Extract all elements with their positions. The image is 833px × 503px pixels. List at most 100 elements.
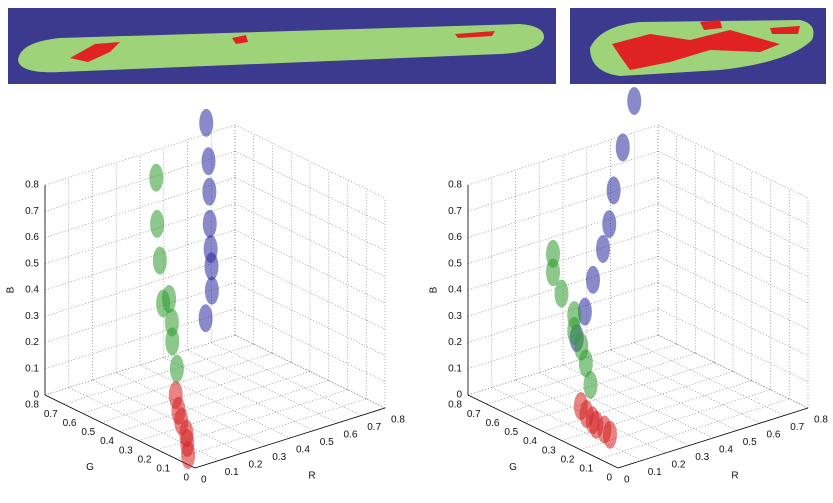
data-point [546, 240, 560, 268]
y-tick-label: 0.2 [561, 454, 575, 465]
z-tick-label: 0.1 [25, 363, 39, 374]
x-tick-label: 0.8 [391, 415, 405, 426]
data-point [205, 277, 219, 305]
grid-line [468, 204, 658, 264]
y-tick-label: 0.6 [63, 418, 77, 429]
x-tick-label: 0.7 [790, 422, 804, 433]
z-tick-label: 0.4 [448, 285, 462, 296]
x-tick-label: 0.4 [719, 445, 733, 456]
y-axis-label: G [509, 462, 517, 473]
grid-line [188, 350, 338, 423]
data-point [153, 247, 167, 275]
x-axis-label: R [731, 471, 738, 482]
z-tick-label: 0.2 [25, 337, 39, 348]
grid-line [139, 381, 329, 441]
z-tick-label: 0.5 [448, 258, 462, 269]
leaf-image-left [8, 8, 556, 84]
grid-line [101, 362, 291, 422]
figure: 00.10.20.30.40.50.60.70.800.10.20.30.40.… [0, 0, 833, 503]
y-axis-label: G [86, 462, 94, 473]
z-tick-label: 0.8 [25, 180, 39, 191]
grid-line [599, 399, 789, 459]
x-tick-label: 0.2 [672, 460, 686, 471]
x-axis-label: R [308, 471, 315, 482]
x-tick-label: 0.5 [743, 437, 757, 448]
y-tick-label: 0.1 [579, 464, 593, 475]
data-point [156, 289, 170, 317]
x-tick-label: 0.5 [320, 437, 334, 448]
grid-line [468, 309, 658, 369]
y-tick-label: 0.5 [81, 427, 95, 438]
x-tick-label: 0 [624, 475, 630, 486]
y-tick-label: 0 [606, 473, 612, 484]
z-tick-label: 0.6 [25, 232, 39, 243]
y-tick-label: 0.6 [486, 418, 500, 429]
y-tick-label: 0.3 [542, 445, 556, 456]
data-point [603, 421, 617, 449]
y-tick-label: 0.3 [119, 445, 133, 456]
data-point [616, 133, 630, 161]
x-tick-label: 0.7 [367, 422, 381, 433]
y-tick-label: 0.7 [44, 409, 58, 420]
data-point [602, 210, 616, 238]
x-tick-label: 0 [201, 475, 207, 486]
y-tick-label: 0.5 [504, 427, 518, 438]
x-tick-label: 0.1 [648, 467, 662, 478]
grid-line [506, 353, 696, 413]
y-tick-label: 0.8 [448, 400, 462, 411]
grid-line [176, 399, 366, 459]
x-tick-label: 0.3 [272, 452, 286, 463]
z-tick-label: 0.5 [25, 258, 39, 269]
y-tick-label: 0.8 [25, 400, 39, 411]
data-point [170, 355, 184, 383]
grid-line [64, 344, 254, 404]
data-point [607, 176, 621, 204]
y-tick-label: 0.7 [467, 409, 481, 420]
y-tick-label: 0.2 [138, 454, 152, 465]
z-tick-label: 0.1 [448, 363, 462, 374]
y-tick-label: 0.4 [100, 436, 114, 447]
y-tick-label: 0.1 [156, 464, 170, 475]
z-tick-label: 0.3 [448, 311, 462, 322]
data-point [627, 87, 641, 115]
x-tick-label: 0.6 [344, 430, 358, 441]
leaf-image-right [570, 8, 826, 84]
data-point [149, 164, 163, 192]
grid-line [468, 178, 658, 238]
z-tick-label: 0.3 [25, 311, 39, 322]
x-tick-label: 0.6 [767, 430, 781, 441]
plot-3d: 0 0.1 0.2 0.3 0.4 0.5 0.6 0.7 0.8 0 0.1 0.2 0.3 0.4 0.… [6, 109, 406, 486]
y-tick-label: 0.4 [523, 436, 537, 447]
z-axis-label: B [429, 286, 440, 293]
data-point [202, 178, 216, 206]
z-tick-label: 0 [456, 390, 462, 401]
grid-line [93, 380, 243, 453]
x-tick-label: 0.2 [249, 460, 263, 471]
x-tick-label: 0.1 [225, 467, 239, 478]
x-tick-label: 0.8 [814, 415, 828, 426]
data-point [202, 147, 216, 175]
data-point [199, 109, 213, 137]
grid-line [524, 362, 714, 422]
data-point [199, 304, 213, 332]
z-tick-label: 0.7 [448, 206, 462, 217]
data-point [203, 210, 217, 238]
grid-line [543, 372, 733, 432]
z-tick-label: 0.6 [448, 232, 462, 243]
x-tick-label: 0.3 [695, 452, 709, 463]
z-tick-label: 0.4 [25, 285, 39, 296]
data-point [204, 235, 218, 263]
z-tick-label: 0.2 [448, 337, 462, 348]
data-point [150, 210, 164, 238]
z-tick-label: 0.7 [25, 206, 39, 217]
data-point [567, 301, 581, 329]
grid-line [120, 372, 310, 432]
plot-3d: 00.10.20.30.40.50.60.70.800.10.20.30.40.… [429, 87, 829, 486]
z-axis-label: B [6, 286, 17, 293]
grid-line [611, 350, 761, 423]
data-point [586, 266, 600, 294]
z-tick-label: 0.8 [448, 180, 462, 191]
data-point [169, 381, 183, 409]
x-tick-label: 0.4 [296, 445, 310, 456]
y-tick-label: 0 [183, 473, 189, 484]
